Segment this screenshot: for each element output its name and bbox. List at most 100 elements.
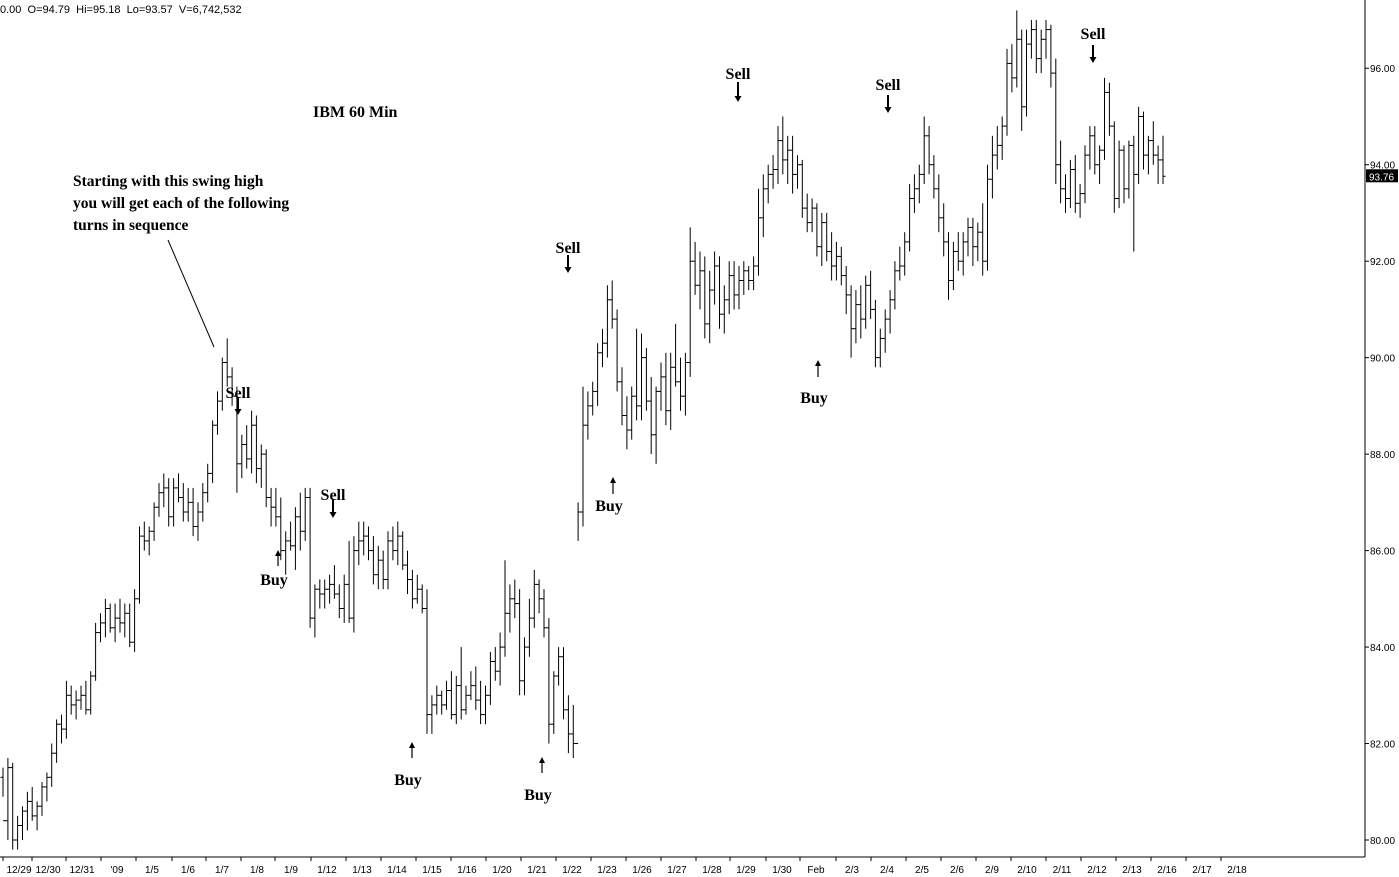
x-tick-label: 1/12 (317, 865, 337, 876)
price-bar (902, 232, 908, 276)
x-tick-label: 1/22 (562, 865, 582, 876)
price-bar (804, 193, 810, 233)
x-tick-label: 1/23 (597, 865, 617, 876)
x-tick: 2/18 (1220, 857, 1247, 876)
price-bar (448, 671, 454, 720)
price-bar (1004, 48, 1010, 136)
price-bar (721, 285, 727, 334)
price-bar (122, 603, 128, 638)
price-bar (863, 275, 869, 329)
svg-text:93.76: 93.76 (1369, 172, 1394, 183)
price-bar (819, 212, 825, 266)
price-bar (224, 338, 230, 387)
x-tick-label: 1/29 (736, 865, 756, 876)
x-tick: 1/15 (415, 857, 442, 876)
price-bar (341, 574, 347, 623)
price-bar (219, 357, 225, 411)
price-bar (137, 526, 142, 604)
price-bar (629, 386, 635, 440)
price-bar (429, 695, 435, 734)
price-bar (151, 502, 157, 541)
price-bar (1136, 106, 1142, 184)
price-bar (858, 285, 864, 339)
price-bar (965, 217, 971, 257)
price-bar (682, 352, 688, 416)
price-bar (107, 603, 113, 633)
price-bar (1150, 121, 1156, 165)
x-tick-label: 1/21 (527, 865, 547, 876)
price-bar (838, 246, 844, 286)
price-bar (736, 266, 742, 310)
price-bar (317, 579, 323, 609)
price-bar (1048, 24, 1054, 88)
sell-signal: Sell (876, 77, 901, 113)
price-bar (1053, 58, 1059, 184)
price-bar (409, 569, 415, 609)
price-bar (989, 135, 995, 199)
ohlc-header: 0.00 O=94.79 Hi=95.18 Lo=93.57 V=6,742,5… (0, 4, 242, 16)
price-bar (741, 261, 747, 295)
y-tick-label: 94.00 (1370, 161, 1395, 172)
x-tick: 1/23 (590, 857, 617, 876)
y-tick-label: 96.00 (1370, 64, 1395, 75)
price-bar (931, 155, 937, 199)
price-bar (102, 598, 108, 638)
price-bar (395, 521, 401, 566)
price-bar (234, 386, 240, 493)
price-bar (609, 280, 615, 329)
sell-label: Sell (876, 77, 901, 94)
price-bar (171, 478, 177, 527)
x-tick: 1/5 (135, 857, 159, 876)
price-bar (600, 328, 605, 368)
price-bar (68, 685, 74, 715)
price-bar (1092, 126, 1098, 175)
price-bar (512, 579, 518, 619)
price-bar (653, 386, 659, 464)
price-bar (166, 478, 172, 527)
x-tick-label: 2/3 (845, 865, 859, 876)
price-bar (707, 270, 713, 344)
price-bar (185, 487, 191, 522)
price-bar (258, 444, 264, 488)
price-bar (877, 328, 883, 368)
price-bar (117, 598, 123, 633)
price-bar (897, 246, 903, 281)
price-bar (911, 174, 917, 213)
price-bar (585, 391, 591, 440)
price-bar (848, 285, 854, 358)
price-bar (24, 791, 30, 831)
price-bar (5, 758, 11, 840)
price-bar (502, 560, 508, 657)
price-bar (697, 251, 703, 310)
x-tick: 1/28 (695, 857, 722, 876)
x-tick: 2/10 (1010, 857, 1037, 876)
x-tick: 2/5 (905, 857, 929, 876)
price-bar (887, 290, 893, 334)
price-bar (273, 487, 279, 527)
price-bar (575, 502, 581, 744)
x-tick: 2/17 (1185, 857, 1212, 876)
price-bar (809, 198, 815, 233)
buy-signal: Buy (800, 360, 828, 407)
price-bar (624, 396, 630, 450)
price-bar (678, 357, 683, 411)
price-bar (292, 507, 298, 570)
price-bar (356, 521, 362, 566)
price-bar (1067, 159, 1073, 209)
price-bar (1033, 20, 1039, 74)
x-tick-label: 1/27 (667, 865, 687, 876)
price-bar (960, 232, 966, 276)
price-bar (78, 685, 84, 710)
price-bar (570, 704, 576, 758)
x-tick: 1/7 (205, 857, 229, 876)
x-tick: '09 (100, 857, 124, 876)
price-bar (936, 174, 942, 233)
price-bar (263, 449, 269, 508)
price-bar (497, 632, 503, 686)
price-bar (614, 309, 620, 392)
price-bar (1087, 126, 1093, 170)
price-bar (34, 801, 40, 831)
price-bar (88, 671, 94, 715)
price-bar (492, 647, 498, 681)
